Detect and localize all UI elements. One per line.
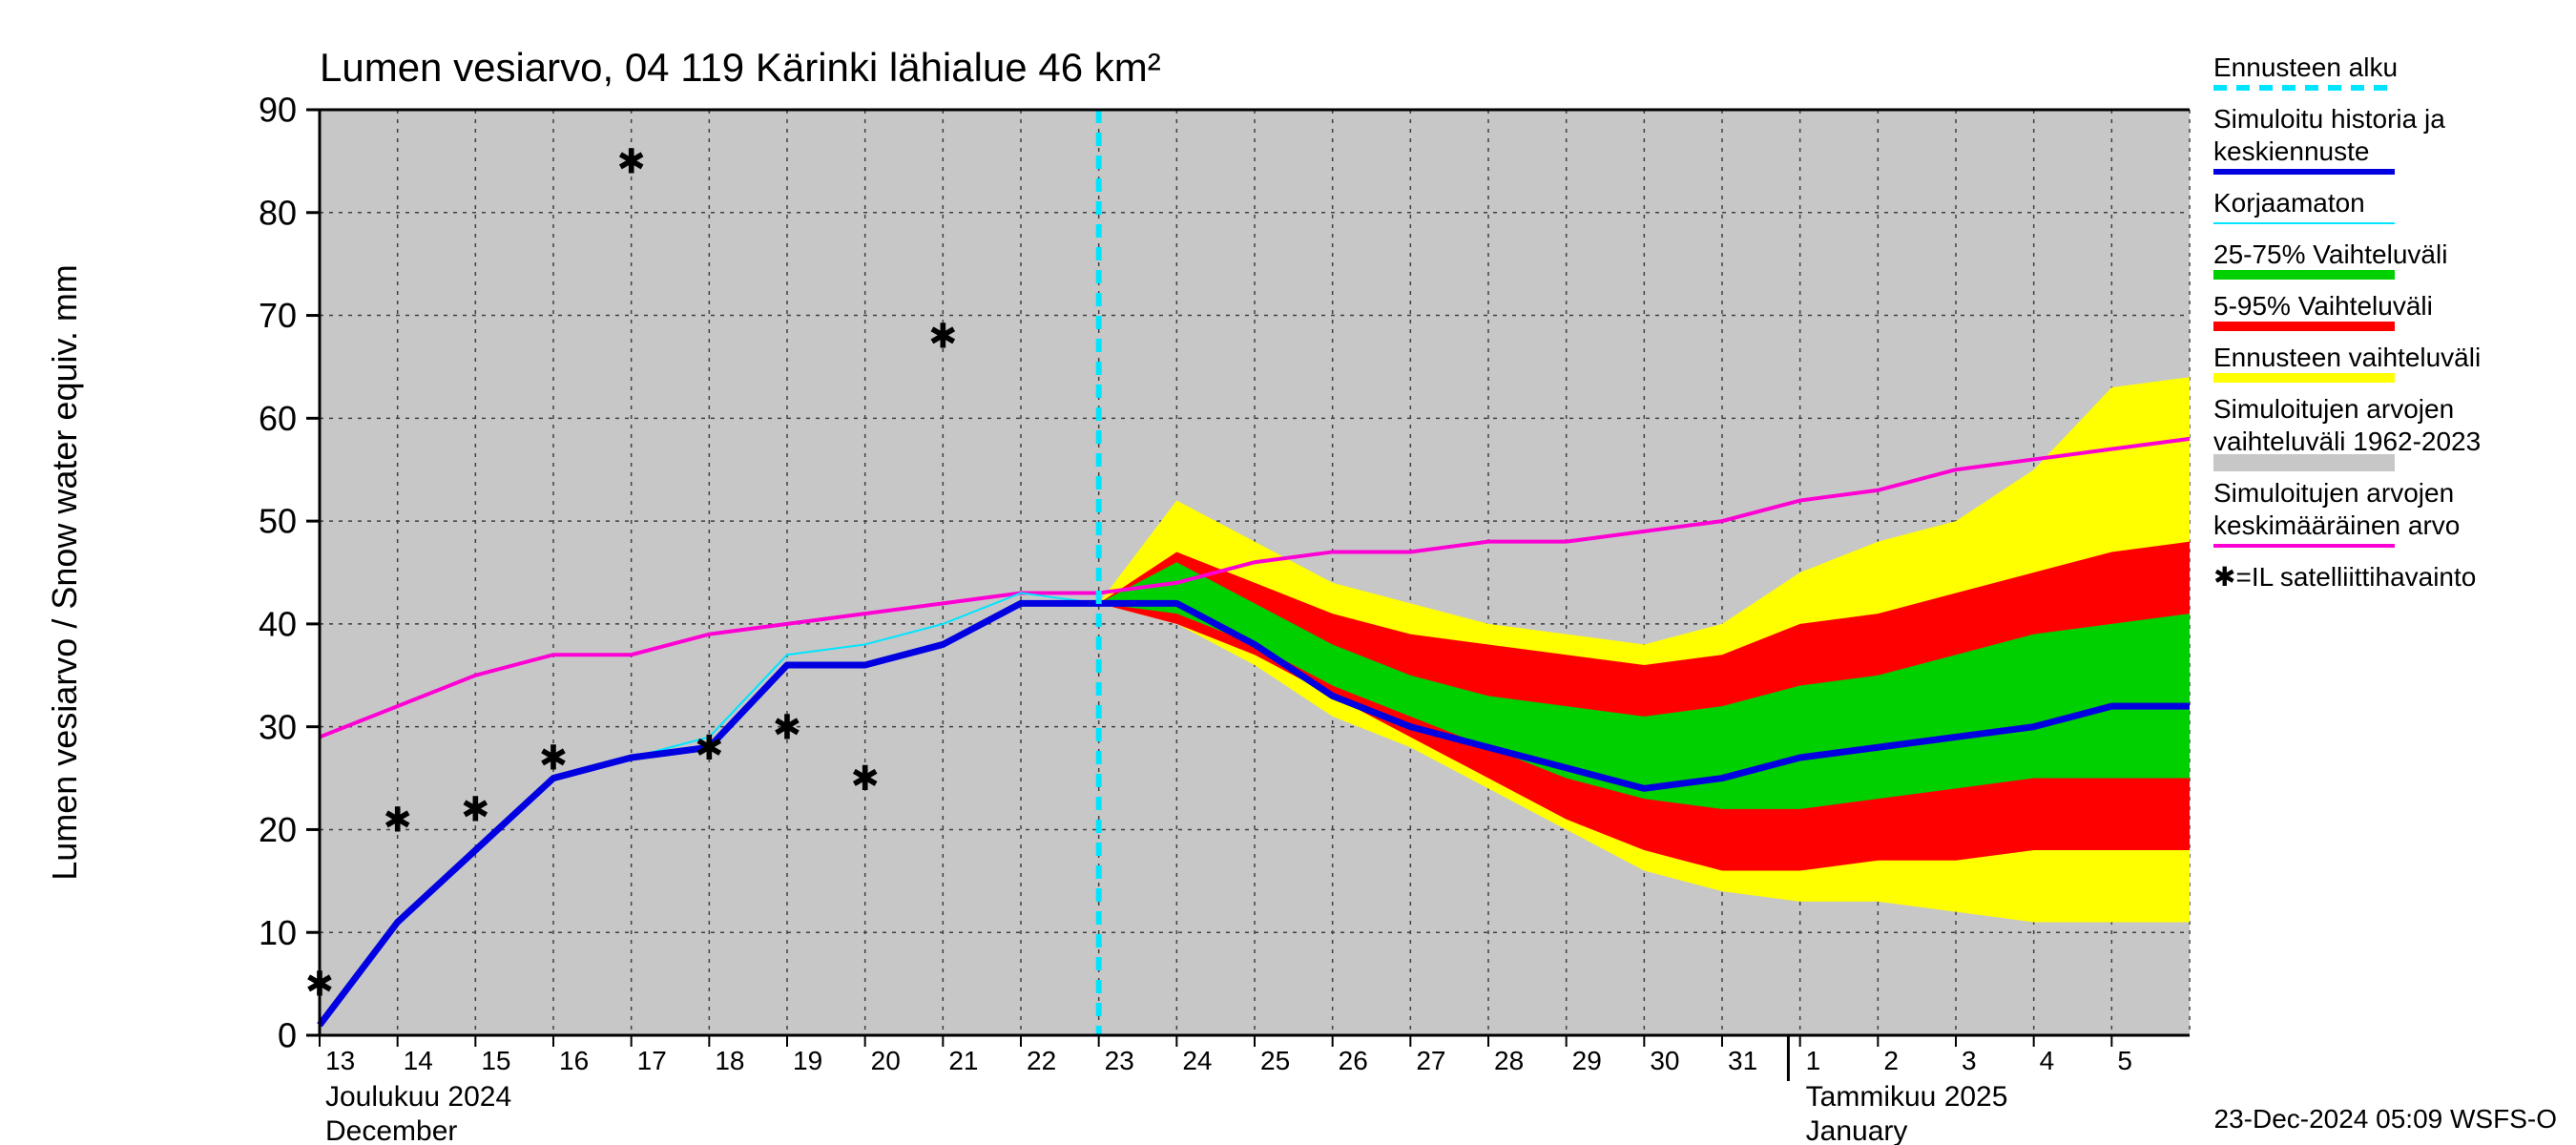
xtick-label: 18 xyxy=(715,1046,744,1075)
xtick-label: 26 xyxy=(1339,1046,1368,1075)
legend-label: Simuloitujen arvojen xyxy=(2213,478,2454,508)
xtick-label: 13 xyxy=(325,1046,355,1075)
satellite-marker: ✱ xyxy=(539,739,568,778)
satellite-marker: ✱ xyxy=(773,707,801,746)
legend-label: keskiennuste xyxy=(2213,136,2369,166)
xtick-label: 28 xyxy=(1494,1046,1524,1075)
legend: Ennusteen alkuSimuloitu historia jakeski… xyxy=(2213,52,2481,592)
xtick-label: 25 xyxy=(1260,1046,1290,1075)
month-label-left-fi: Joulukuu 2024 xyxy=(325,1081,511,1113)
ytick-label: 10 xyxy=(259,913,297,952)
snow-water-equiv-chart: ✱✱✱✱✱✱✱✱✱0102030405060708090131415161718… xyxy=(0,0,2576,1145)
xtick-label: 22 xyxy=(1027,1046,1056,1075)
xtick-label: 20 xyxy=(871,1046,901,1075)
legend-label: Ennusteen alku xyxy=(2213,52,2398,82)
month-label-right-en: January xyxy=(1806,1115,1908,1145)
satellite-marker: ✱ xyxy=(461,789,489,828)
legend-label: Simuloitujen arvojen xyxy=(2213,394,2454,424)
ytick-label: 80 xyxy=(259,193,297,232)
chart-title: Lumen vesiarvo, 04 119 Kärinki lähialue … xyxy=(320,45,1161,90)
xtick-label: 1 xyxy=(1806,1046,1821,1075)
xtick-label: 14 xyxy=(404,1046,433,1075)
xtick-label: 16 xyxy=(559,1046,589,1075)
xtick-label: 3 xyxy=(1962,1046,1977,1075)
legend-label: Ennusteen vaihteluväli xyxy=(2213,343,2481,372)
satellite-marker: ✱ xyxy=(928,317,957,356)
ytick-label: 50 xyxy=(259,502,297,541)
xtick-label: 4 xyxy=(2040,1046,2055,1075)
satellite-marker: ✱ xyxy=(384,800,412,839)
legend-swatch xyxy=(2213,454,2395,471)
satellite-marker: ✱ xyxy=(851,759,880,798)
xtick-label: 27 xyxy=(1416,1046,1445,1075)
legend-label: 5-95% Vaihteluväli xyxy=(2213,291,2433,321)
ytick-label: 40 xyxy=(259,604,297,643)
legend-label: keskimääräinen arvo xyxy=(2213,510,2460,540)
xtick-label: 5 xyxy=(2117,1046,2132,1075)
month-label-left-en: December xyxy=(325,1115,457,1145)
xtick-label: 29 xyxy=(1572,1046,1602,1075)
xtick-label: 23 xyxy=(1105,1046,1134,1075)
xtick-label: 17 xyxy=(637,1046,667,1075)
ytick-label: 30 xyxy=(259,707,297,746)
xtick-label: 21 xyxy=(948,1046,978,1075)
legend-label: vaihteluväli 1962-2023 xyxy=(2213,427,2481,456)
legend-label: 25-75% Vaihteluväli xyxy=(2213,239,2447,269)
month-label-right-fi: Tammikuu 2025 xyxy=(1806,1081,2008,1113)
ytick-label: 70 xyxy=(259,296,297,335)
ytick-label: 20 xyxy=(259,810,297,849)
xtick-label: 19 xyxy=(793,1046,822,1075)
xtick-label: 15 xyxy=(481,1046,510,1075)
legend-label: Korjaamaton xyxy=(2213,188,2365,218)
ytick-label: 60 xyxy=(259,399,297,438)
xtick-label: 30 xyxy=(1650,1046,1679,1075)
footer-timestamp: 23-Dec-2024 05:09 WSFS-O xyxy=(2214,1104,2558,1134)
xtick-label: 2 xyxy=(1883,1046,1899,1075)
xtick-label: 31 xyxy=(1728,1046,1757,1075)
satellite-marker: ✱ xyxy=(617,141,646,180)
ytick-label: 90 xyxy=(259,91,297,130)
ytick-label: 0 xyxy=(278,1016,297,1055)
legend-label: ✱=IL satelliittihavainto xyxy=(2213,562,2476,592)
y-axis-label: Lumen vesiarvo / Snow water equiv. mm xyxy=(45,264,84,881)
xtick-label: 24 xyxy=(1182,1046,1212,1075)
satellite-marker: ✱ xyxy=(695,728,723,767)
legend-label: Simuloitu historia ja xyxy=(2213,104,2445,134)
